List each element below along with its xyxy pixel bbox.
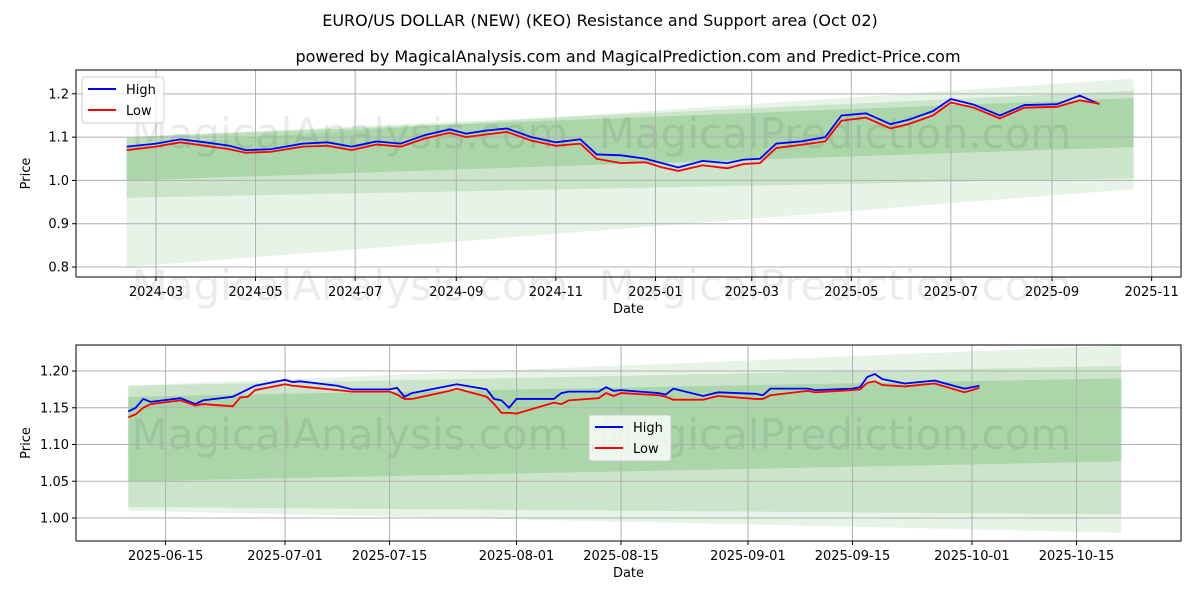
x-tick-label: 2025-09: [1025, 285, 1079, 300]
plot-frame: [75, 69, 1182, 278]
x-tick-label: 2024-09: [429, 285, 483, 300]
chart-panel-1: MagicalAnalysis.com MagicalPrediction.com…: [19, 69, 1182, 317]
y-tick-label: 1.20: [40, 365, 69, 380]
plot-frame: [75, 344, 1182, 542]
x-tick-label: 2025-11: [1124, 285, 1178, 300]
y-tick-label: 1.0: [48, 174, 69, 189]
chart-panel-2: MagicalAnalysis.com MagicalPrediction.com…: [19, 344, 1182, 581]
x-tick-label: 2024-07: [328, 285, 382, 300]
y-tick-label: 1.2: [48, 87, 69, 102]
y-tick-label: 1.15: [40, 401, 69, 416]
x-tick-label: 2024-05: [228, 285, 282, 300]
legend-label-high: High: [126, 83, 156, 98]
y-tick-label: 0.8: [48, 261, 69, 276]
legend-label-low: Low: [633, 442, 659, 457]
watermark: MagicalPrediction.com: [599, 109, 1072, 158]
support-resistance-band: [126, 78, 1134, 268]
series-line-high: [127, 372, 980, 413]
x-tick-label: 2025-08-15: [583, 549, 659, 564]
x-tick-label: 2025-09-15: [815, 549, 891, 564]
x-tick-label: 2025-01: [628, 285, 682, 300]
watermark: MagicalPrediction.com: [599, 410, 1072, 459]
chart-title: EURO/US DOLLAR (NEW) (KEO) Resistance an…: [322, 11, 878, 30]
x-tick-label: 2025-10-15: [1039, 549, 1115, 564]
y-axis-label: Price: [19, 158, 34, 190]
y-tick-label: 1.1: [48, 131, 69, 146]
x-tick-label: 2025-07-01: [247, 549, 323, 564]
legend-label-high: High: [633, 421, 663, 436]
chart-subtitle: powered by MagicalAnalysis.com and Magic…: [295, 47, 960, 66]
y-tick-label: 1.10: [40, 438, 69, 453]
x-tick-label: 2025-09-01: [710, 549, 786, 564]
x-tick-label: 2025-03: [725, 285, 779, 300]
series-line-low: [127, 380, 980, 419]
series-line-low: [126, 99, 1100, 172]
x-tick-label: 2025-07: [924, 285, 978, 300]
x-tick-label: 2025-10-01: [934, 549, 1010, 564]
support-resistance-band: [126, 90, 1134, 198]
x-axis-label: Date: [613, 302, 644, 317]
x-tick-label: 2024-11: [529, 285, 583, 300]
x-tick-label: 2025-07-15: [352, 549, 428, 564]
y-axis-label: Price: [19, 427, 34, 459]
x-tick-label: 2024-03: [129, 285, 183, 300]
watermark: MagicalAnalysis.com: [132, 410, 569, 459]
x-tick-label: 2025-06-15: [128, 549, 204, 564]
legend-label-low: Low: [126, 104, 152, 119]
x-axis-label: Date: [613, 566, 644, 581]
y-tick-label: 1.05: [40, 475, 69, 490]
watermark: MagicalPrediction.com: [599, 261, 1072, 310]
y-tick-label: 0.9: [48, 217, 69, 232]
x-tick-label: 2025-08-01: [479, 549, 555, 564]
support-resistance-band: [126, 98, 1134, 181]
watermark: MagicalAnalysis.com: [132, 261, 569, 310]
x-tick-label: 2025-05: [824, 285, 878, 300]
y-tick-label: 1.00: [40, 511, 69, 526]
series-line-high: [126, 94, 1100, 169]
